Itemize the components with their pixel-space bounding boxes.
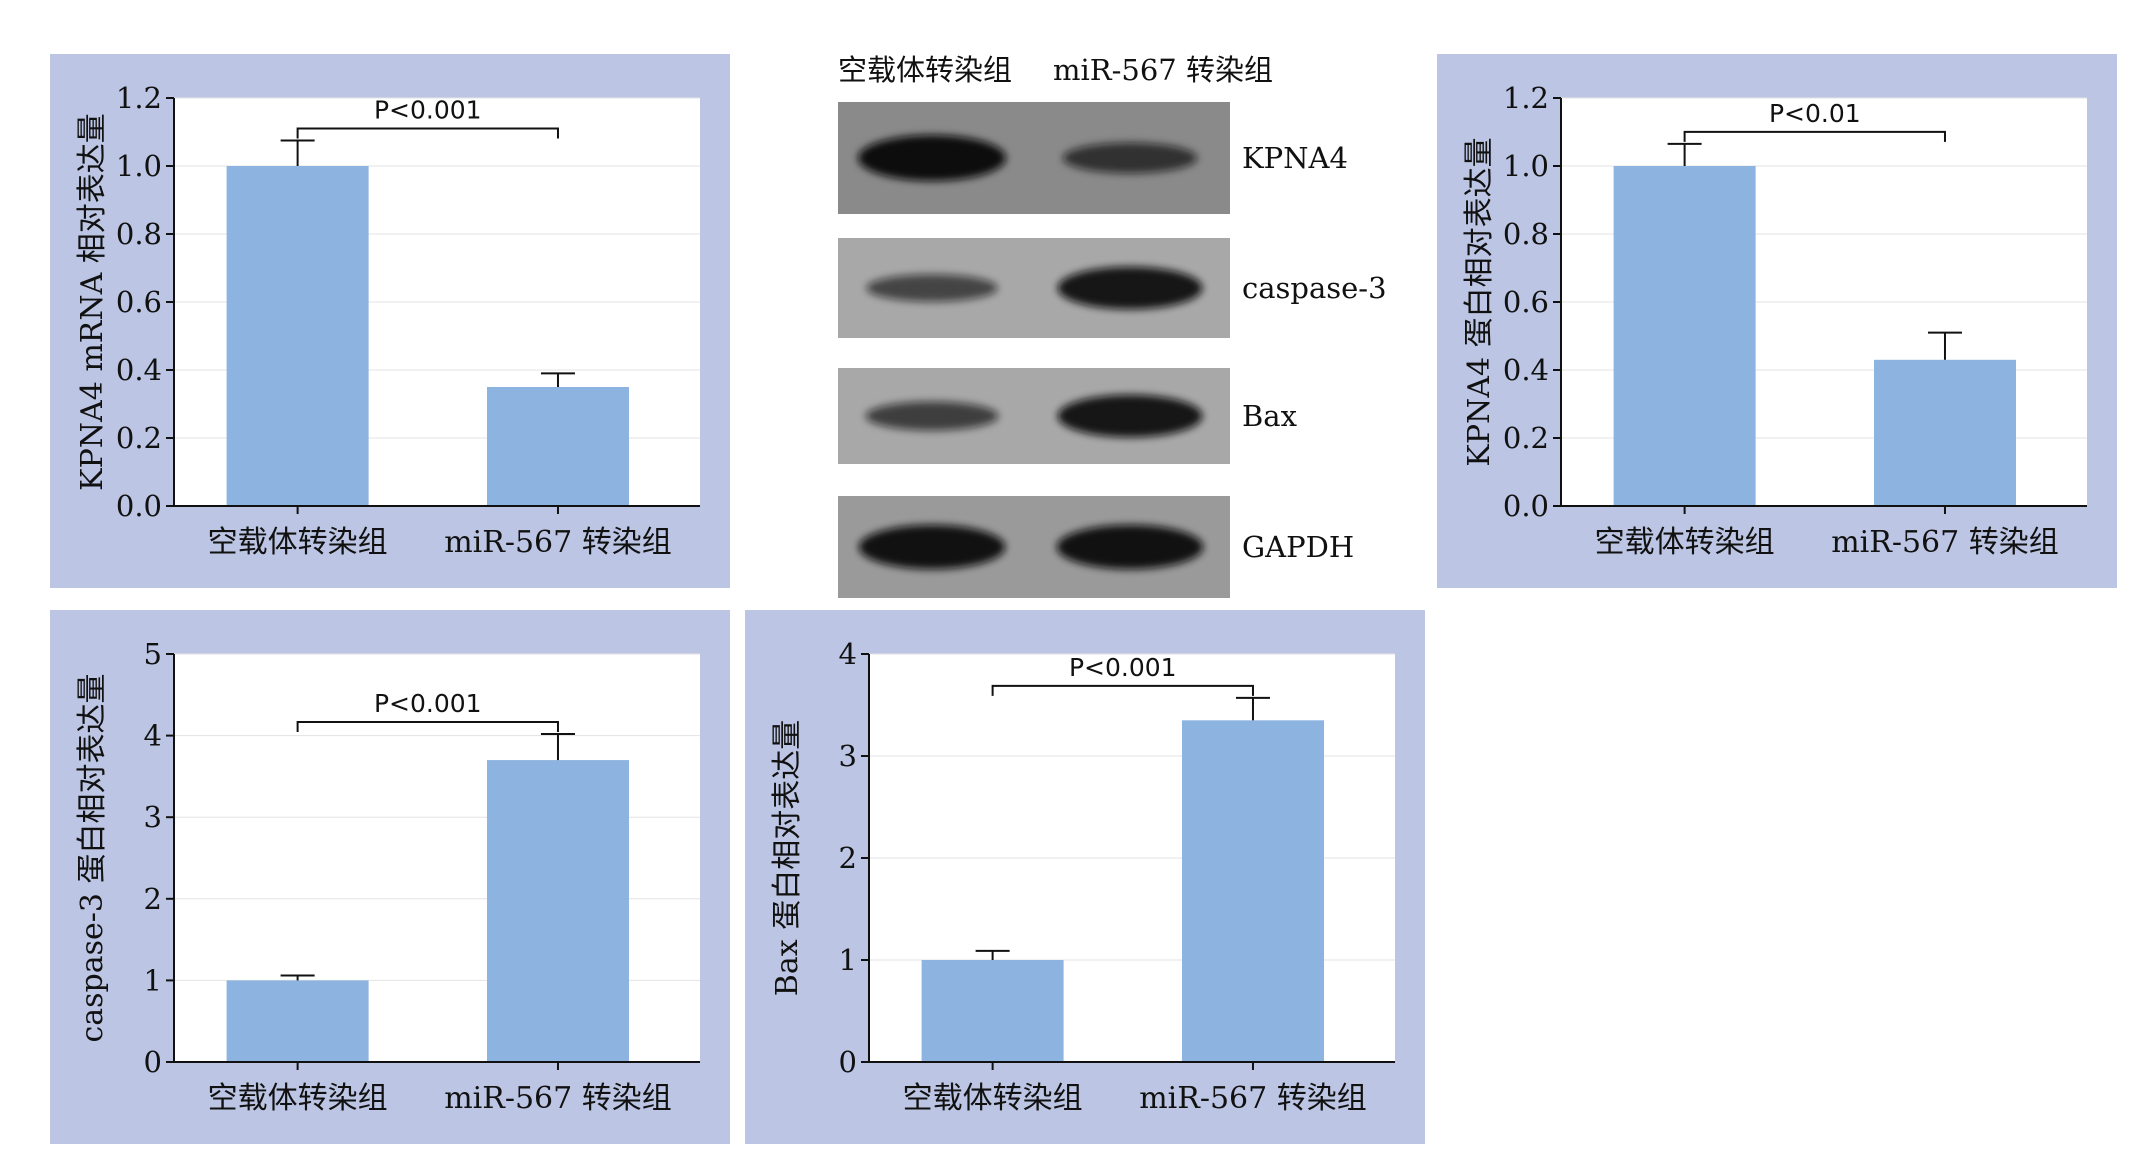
y-tick-label: 0 (839, 1045, 857, 1079)
y-tick-label: 0.4 (1503, 353, 1549, 387)
significance-bracket (991, 684, 1254, 696)
x-tick-label: miR-567 转染组 (444, 525, 672, 560)
blot-band-label: KPNA4 (1242, 141, 1348, 175)
y-tick-label: 0.0 (116, 489, 162, 523)
blot-lane-label: miR-567 转染组 (1053, 53, 1273, 87)
bar (226, 166, 369, 506)
significance-label: P<0.01 (1769, 99, 1861, 128)
y-tick-label: 0 (144, 1045, 162, 1079)
x-tick-label: 空载体转染组 (903, 1081, 1083, 1116)
bar (226, 980, 369, 1062)
y-tick-label: 4 (839, 637, 857, 671)
y-tick-label: 4 (144, 719, 162, 753)
y-axis-title: Bax 蛋白相对表达量 (770, 720, 805, 996)
significance-label: P<0.001 (374, 96, 482, 125)
panel-kpna4-mrna: 0.0 0.2 0.4 0.6 0.8 1.0 1.2 空载体转染组 miR-567 转染组 P<… (50, 54, 730, 588)
chart-kpna4-mrna: 0.0 0.2 0.4 0.6 0.8 1.0 1.2 空载体转染组 miR-567 转染组 P<… (75, 81, 700, 560)
panel-caspase3-protein: 0 1 2 3 4 5 空载体转染组 miR-567 转染组 P<0.001 caspase-3 … (50, 610, 730, 1144)
y-tick-label: 0.2 (116, 421, 162, 455)
y-axis-title: KPNA4 mRNA 相对表达量 (75, 113, 110, 491)
blot-band (858, 524, 1006, 570)
blot-band (866, 274, 998, 302)
y-tick-label: 0.6 (1503, 285, 1549, 319)
x-tick-label: 空载体转染组 (208, 525, 388, 560)
y-tick-label: 1.0 (116, 149, 162, 183)
bar (486, 387, 629, 506)
x-tick-label: miR-567 转染组 (444, 1081, 672, 1116)
blot-band-row: KPNA4 (838, 102, 1348, 214)
significance-label: P<0.001 (374, 689, 482, 718)
blot-band-row: caspase-3 (838, 238, 1387, 338)
y-tick-label: 0.8 (116, 217, 162, 251)
y-tick-label: 1 (144, 963, 162, 997)
y-tick-label: 2 (839, 841, 857, 875)
significance-bracket (1683, 130, 1946, 142)
y-axis-title: caspase-3 蛋白相对表达量 (75, 673, 110, 1042)
y-tick-label: 3 (839, 739, 857, 773)
y-tick-label: 0.8 (1503, 217, 1549, 251)
chart-caspase3-protein: 0 1 2 3 4 5 空载体转染组 miR-567 转染组 P<0.001 caspase-3 … (75, 637, 700, 1116)
chart-kpna4-protein: 0.0 0.2 0.4 0.6 0.8 1.0 1.2 空载体转染组 miR-567 转染组 P<… (1462, 81, 2087, 560)
blot-band (865, 401, 999, 431)
significance-bracket (296, 720, 559, 732)
y-tick-label: 1 (839, 943, 857, 977)
blot-band (1056, 524, 1204, 570)
blot-band-row: GAPDH (838, 496, 1354, 598)
significance-bracket (296, 127, 559, 139)
y-tick-label: 0.4 (116, 353, 162, 387)
bar (1613, 166, 1756, 506)
y-tick-label: 0.0 (1503, 489, 1549, 523)
blot-band-label: Bax (1242, 399, 1297, 433)
y-tick-label: 1.2 (116, 81, 162, 115)
blot-band-label: caspase-3 (1242, 271, 1387, 305)
bar (486, 760, 629, 1062)
x-tick-label: miR-567 转染组 (1831, 525, 2059, 560)
bar (921, 960, 1064, 1062)
blot-band (1057, 266, 1203, 310)
panel-kpna4-protein: 0.0 0.2 0.4 0.6 0.8 1.0 1.2 空载体转染组 miR-567 转染组 P<… (1437, 54, 2117, 588)
blot-band-row: Bax (838, 368, 1297, 464)
significance-label: P<0.001 (1069, 653, 1177, 682)
panel-bax-protein: 0 1 2 3 4 空载体转染组 miR-567 转染组 P<0.001 Bax 蛋白相对表达量 (745, 610, 1425, 1144)
x-tick-label: miR-567 转染组 (1139, 1081, 1367, 1116)
x-tick-label: 空载体转染组 (208, 1081, 388, 1116)
y-tick-label: 1.2 (1503, 81, 1549, 115)
blot-lane-label: 空载体转染组 (838, 53, 1012, 87)
x-tick-label: 空载体转染组 (1595, 525, 1775, 560)
blot-band-label: GAPDH (1242, 530, 1354, 564)
y-tick-label: 2 (144, 882, 162, 916)
blot-band (1057, 394, 1203, 438)
bar (1181, 720, 1324, 1062)
y-tick-label: 0.6 (116, 285, 162, 319)
y-tick-label: 3 (144, 800, 162, 834)
western-blot: 空载体转染组 miR-567 转染组 KPNA4 caspase-3 Bax GAPD… (838, 53, 1387, 598)
y-tick-label: 1.0 (1503, 149, 1549, 183)
chart-bax-protein: 0 1 2 3 4 空载体转染组 miR-567 转染组 P<0.001 Bax 蛋白相对表达量 (770, 637, 1395, 1116)
y-axis-title: KPNA4 蛋白相对表达量 (1462, 137, 1497, 466)
y-tick-label: 5 (144, 637, 162, 671)
y-tick-label: 0.2 (1503, 421, 1549, 455)
blot-band (1062, 142, 1198, 174)
blot-band (858, 135, 1006, 181)
bar (1873, 359, 2016, 506)
